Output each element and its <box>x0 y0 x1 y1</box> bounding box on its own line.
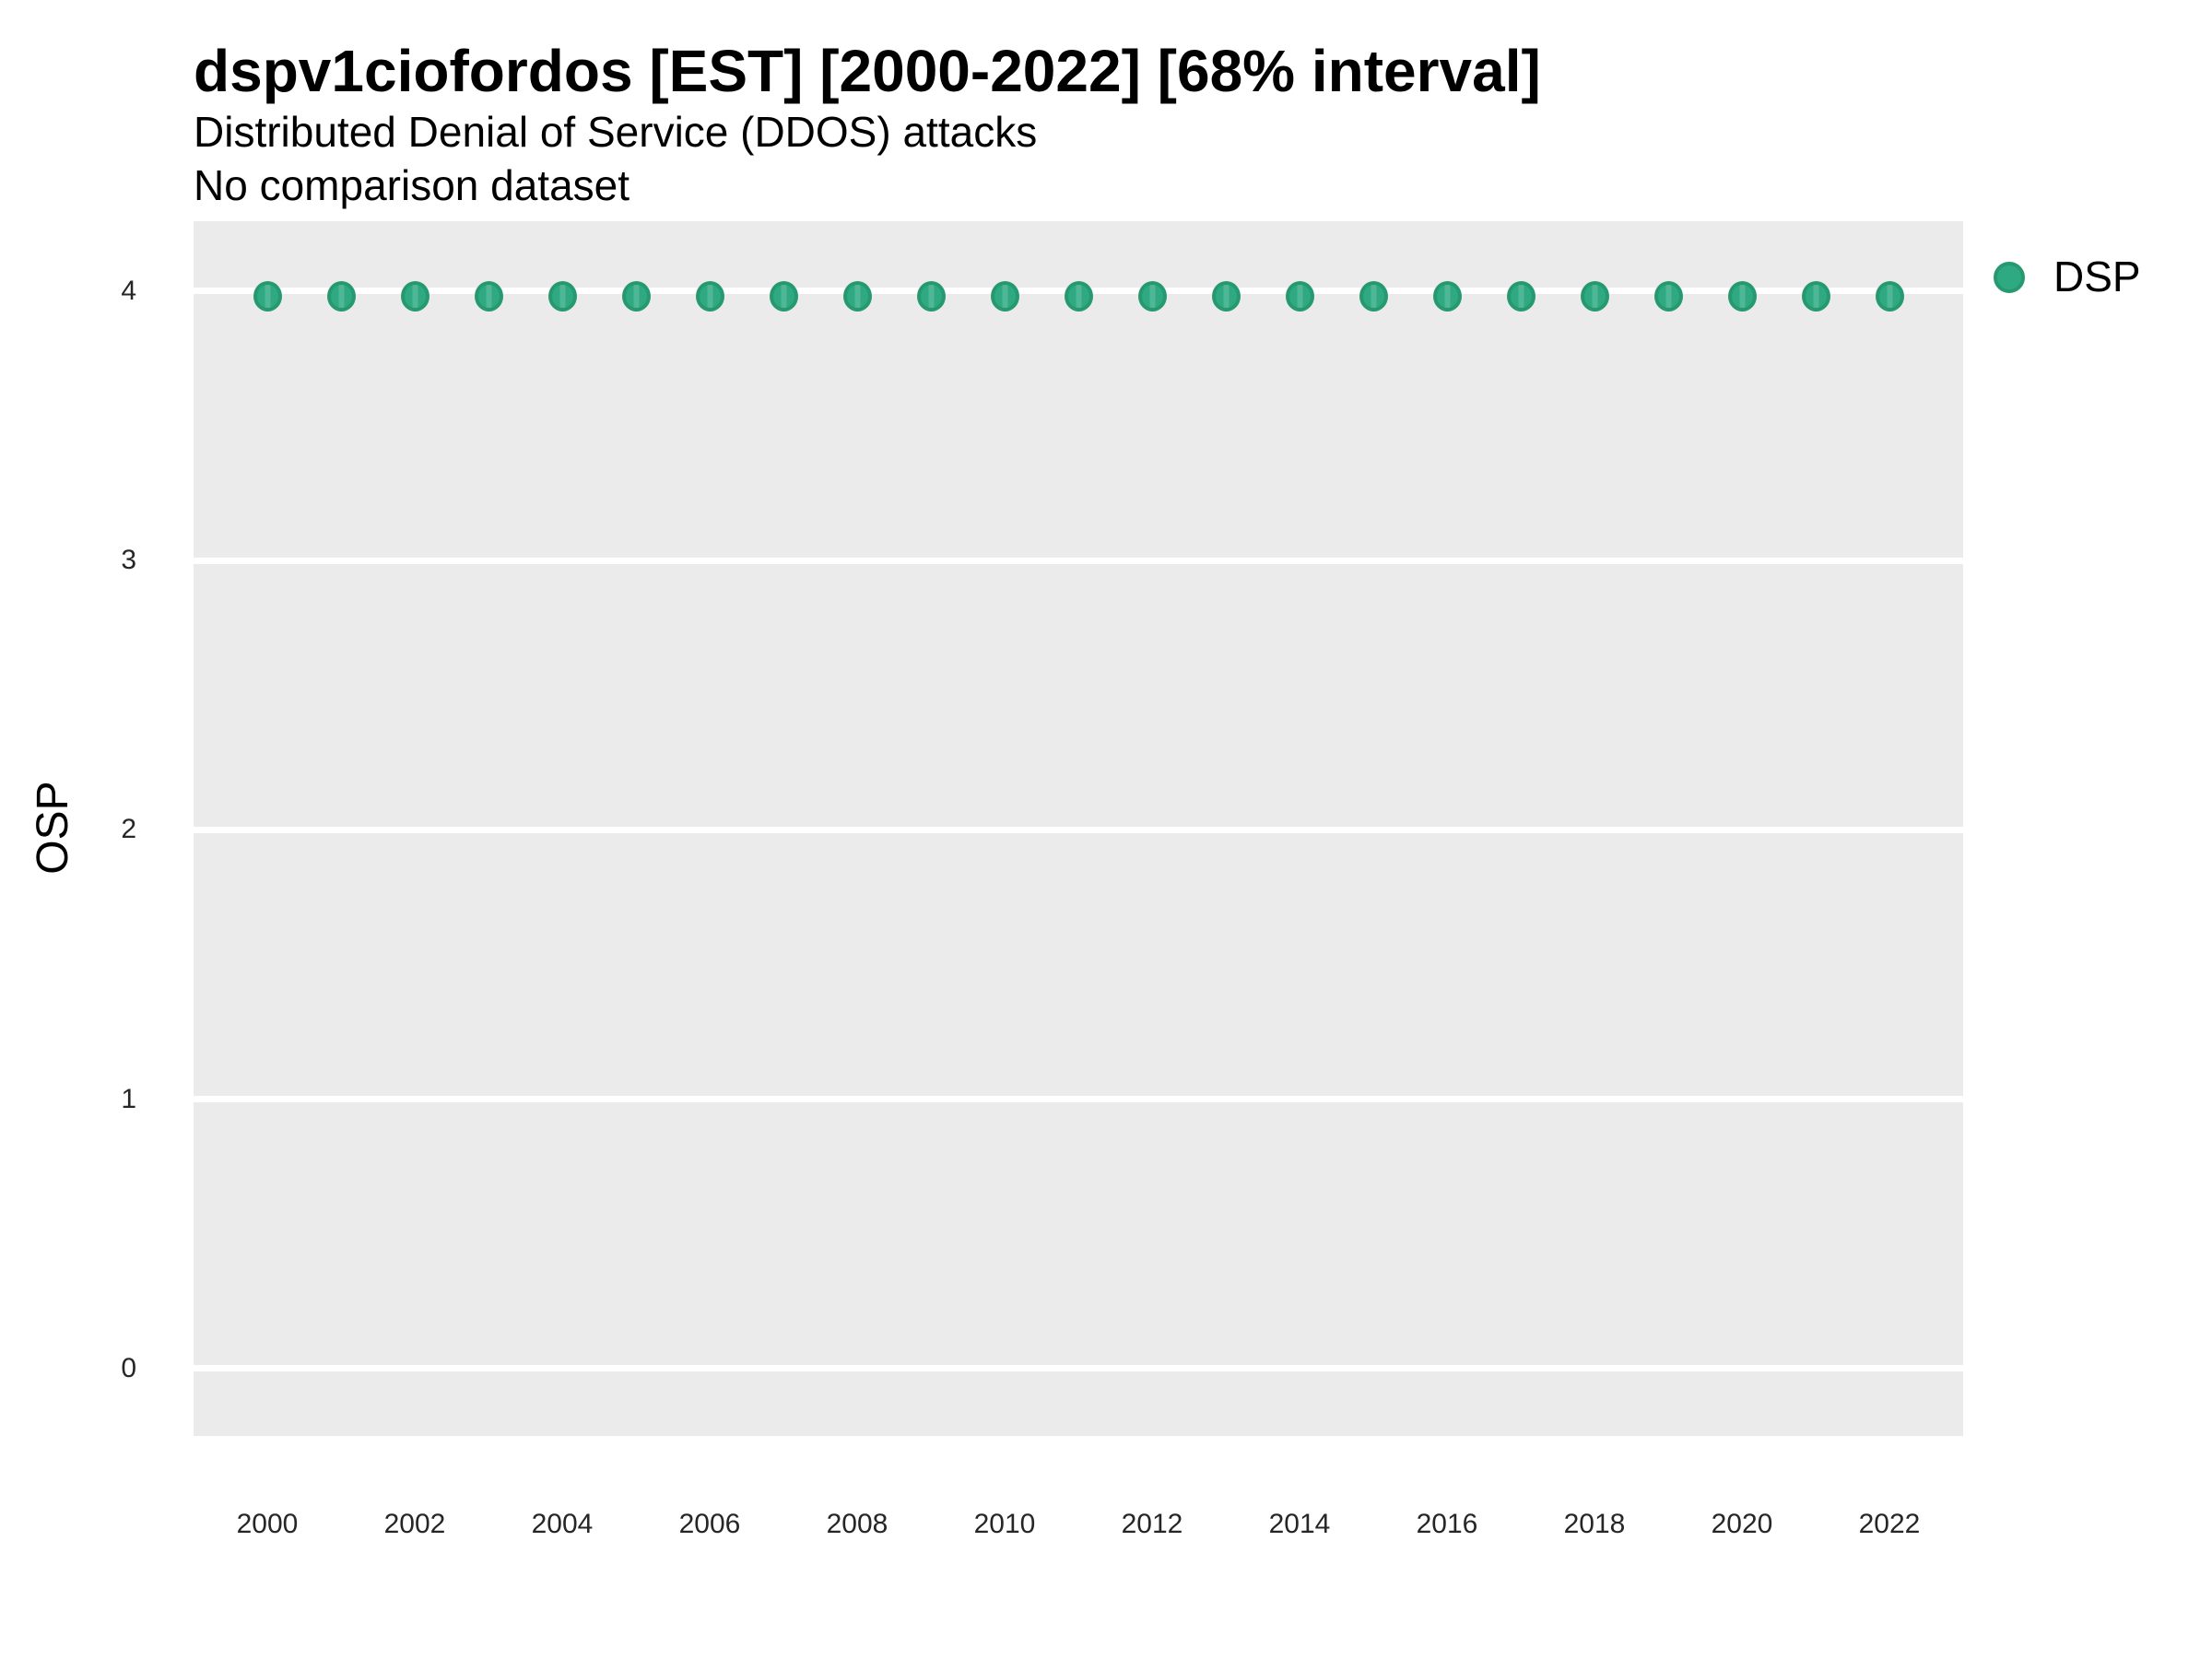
data-point-2006 <box>695 281 724 312</box>
data-point-2001 <box>326 281 356 312</box>
data-point-2000 <box>253 281 282 312</box>
x-tick-label-2008: 2008 <box>826 1509 888 1539</box>
data-point-2011 <box>1064 281 1093 312</box>
gridline-y-0 <box>194 1365 1963 1372</box>
data-point-2005 <box>621 281 651 312</box>
chart-subtitle: Distributed Denial of Service (DDOS) att… <box>194 108 1038 156</box>
data-point-2007 <box>769 281 798 312</box>
data-point-2002 <box>400 281 429 312</box>
y-tick-label-0: 0 <box>121 1352 136 1383</box>
data-point-2020 <box>1727 281 1757 312</box>
y-tick-label-4: 4 <box>121 275 136 306</box>
plot-panel <box>194 221 1963 1436</box>
data-point-2019 <box>1653 281 1683 312</box>
data-point-2014 <box>1285 281 1314 312</box>
data-point-2008 <box>842 281 872 312</box>
y-tick-label-2: 2 <box>121 814 136 845</box>
x-tick-label-2000: 2000 <box>236 1509 299 1539</box>
data-point-2004 <box>547 281 577 312</box>
x-tick-label-2004: 2004 <box>531 1509 594 1539</box>
data-point-2022 <box>1875 281 1904 312</box>
chart-title: dspv1ciofordos [EST] [2000-2022] [68% in… <box>194 38 1541 104</box>
data-point-2010 <box>990 281 1019 312</box>
x-tick-label-2002: 2002 <box>383 1509 446 1539</box>
gridline-y-1 <box>194 1096 1963 1103</box>
gridline-y-2 <box>194 826 1963 833</box>
x-tick-label-2018: 2018 <box>1563 1509 1626 1539</box>
data-point-2003 <box>474 281 503 312</box>
data-point-2017 <box>1506 281 1535 312</box>
data-point-2018 <box>1580 281 1609 312</box>
data-point-2015 <box>1359 281 1388 312</box>
comparison-note: No comparison dataset <box>194 161 630 209</box>
gridline-y-3 <box>194 557 1963 564</box>
data-point-2012 <box>1137 281 1167 312</box>
x-tick-label-2020: 2020 <box>1711 1509 1773 1539</box>
data-point-2016 <box>1432 281 1462 312</box>
x-tick-label-2012: 2012 <box>1121 1509 1183 1539</box>
x-tick-label-2006: 2006 <box>678 1509 741 1539</box>
legend-label: DSP <box>2053 253 2141 300</box>
y-tick-label-3: 3 <box>121 545 136 576</box>
data-point-2013 <box>1211 281 1241 312</box>
y-tick-label-1: 1 <box>121 1083 136 1114</box>
legend-point-icon <box>1994 262 2025 293</box>
data-point-2021 <box>1801 281 1830 312</box>
x-tick-label-2014: 2014 <box>1268 1509 1331 1539</box>
x-tick-label-2016: 2016 <box>1416 1509 1478 1539</box>
x-tick-label-2010: 2010 <box>973 1509 1036 1539</box>
data-point-2009 <box>916 281 946 312</box>
x-tick-label-2022: 2022 <box>1858 1509 1921 1539</box>
